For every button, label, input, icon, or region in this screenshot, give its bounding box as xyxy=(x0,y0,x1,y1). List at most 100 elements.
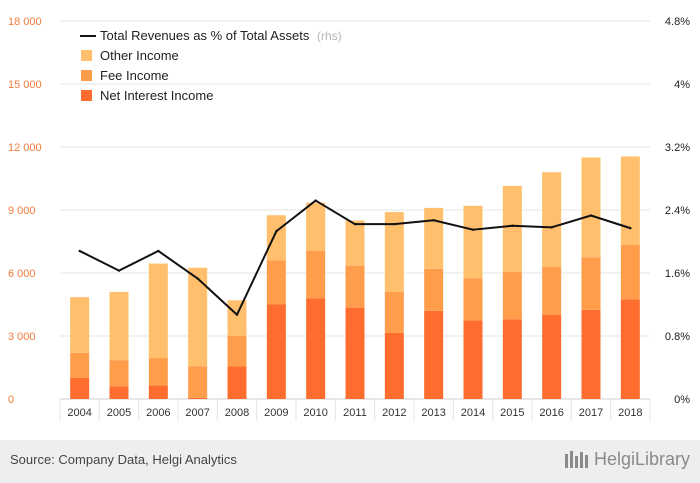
legend-label-fee-income: Fee Income xyxy=(100,68,169,83)
bar-segment-fee-income xyxy=(502,271,522,320)
revenue-ratio-point xyxy=(275,230,278,233)
y-right-tick-label: 3.2% xyxy=(665,142,690,154)
x-tick-label: 2017 xyxy=(579,407,603,419)
x-tick-label: 2010 xyxy=(303,407,327,419)
bar-segment-net-interest-income xyxy=(306,298,326,399)
legend-rhs-note: (rhs) xyxy=(317,29,342,43)
x-tick-label: 2014 xyxy=(461,407,485,419)
revenue-ratio-point xyxy=(471,228,475,231)
bar-segment-fee-income xyxy=(227,336,247,367)
y-left-tick-label: 0 xyxy=(8,394,14,406)
brand-name: HelgiLibrary xyxy=(593,448,690,469)
bar-segment-other-income xyxy=(345,220,365,266)
legend-swatch-fee-income xyxy=(81,70,92,81)
bar-segment-other-income xyxy=(188,267,208,367)
x-tick-label: 2008 xyxy=(225,407,249,419)
x-tick-label: 2015 xyxy=(500,407,524,419)
legend-swatch-net-interest-income xyxy=(81,90,92,101)
bar-segment-other-income xyxy=(581,157,601,258)
bar-segment-net-interest-income xyxy=(148,385,168,399)
y-left-tick-label: 6 000 xyxy=(8,268,36,280)
bar-segment-fee-income xyxy=(463,278,483,321)
bar-segment-fee-income xyxy=(70,352,90,378)
bar-segment-other-income xyxy=(424,207,444,269)
bar-segment-net-interest-income xyxy=(463,320,483,399)
y-right-tick-label: 0.8% xyxy=(665,331,690,343)
bar-segment-net-interest-income xyxy=(581,309,601,399)
revenue-ratio-point xyxy=(629,226,632,230)
y-left-tick-label: 18 000 xyxy=(8,16,42,28)
bar-segment-other-income xyxy=(463,205,483,279)
legend: Total Revenues as % of Total Assets (rhs… xyxy=(80,28,342,103)
revenue-ratio-point xyxy=(589,214,593,217)
x-tick-label: 2007 xyxy=(185,407,209,419)
revenue-ratio-point xyxy=(196,277,199,280)
bar-segment-fee-income xyxy=(109,360,129,387)
bar-segment-other-income xyxy=(266,215,286,261)
bar-segment-fee-income xyxy=(306,250,326,299)
footer: Source: Company Data, Helgi Analytics He… xyxy=(0,440,700,483)
legend-label-net-interest-income: Net Interest Income xyxy=(100,88,213,103)
bar-segment-other-income xyxy=(109,291,129,361)
axis-ticks: 0 0% 3 000 0.8% 6 000 1.6% 9 000 2.4% 12 000 3.2%… xyxy=(8,16,690,419)
y-left-tick-label: 12 000 xyxy=(8,142,42,154)
revenue-ratio-point xyxy=(393,222,396,226)
bar-segment-net-interest-income xyxy=(424,310,444,399)
bar-segment-fee-income xyxy=(581,257,601,310)
bar-segment-other-income xyxy=(384,212,404,292)
revenue-ratio-point xyxy=(235,313,239,316)
bar-segment-fee-income xyxy=(384,291,404,333)
revenue-ratio-point xyxy=(353,222,357,226)
bar-segment-other-income xyxy=(542,172,562,267)
legend-swatch-other-income xyxy=(81,50,92,61)
revenue-ratio-point xyxy=(157,249,160,253)
x-tick-label: 2006 xyxy=(146,407,170,419)
bar-segment-fee-income xyxy=(620,244,640,300)
x-tick-label: 2004 xyxy=(67,407,91,419)
y-right-tick-label: 1.6% xyxy=(665,268,690,280)
bar-segment-other-income xyxy=(227,300,247,336)
y-left-tick-label: 3 000 xyxy=(8,331,36,343)
bar-segment-other-income xyxy=(306,202,326,251)
bar-segment-fee-income xyxy=(424,268,444,311)
bar-segment-net-interest-income xyxy=(502,319,522,399)
revenue-ratio-point xyxy=(511,224,514,227)
legend-label-line: Total Revenues as % of Total Assets (rhs… xyxy=(100,28,342,43)
bar-segment-fee-income xyxy=(188,366,208,398)
bar-segment-net-interest-income xyxy=(266,304,286,399)
revenue-ratio-point xyxy=(550,226,553,229)
revenue-ratio-point xyxy=(314,199,317,202)
x-tick-label: 2018 xyxy=(618,407,642,419)
y-right-tick-label: 0% xyxy=(674,394,690,406)
bar-segment-fee-income xyxy=(542,266,562,315)
revenue-ratio-point xyxy=(432,219,435,222)
brand-logo[interactable]: HelgiLibrary xyxy=(564,448,690,470)
bar-segment-net-interest-income xyxy=(542,315,562,399)
y-right-tick-label: 4% xyxy=(674,79,690,91)
chart-canvas: 0 0% 3 000 0.8% 6 000 1.6% 9 000 2.4% 12 000 3.2%… xyxy=(8,16,690,421)
bar-segment-net-interest-income xyxy=(345,307,365,399)
x-tick-label: 2013 xyxy=(421,407,445,419)
x-tick-label: 2011 xyxy=(343,407,367,419)
y-right-tick-label: 2.4% xyxy=(665,205,690,217)
source-note: Source: Company Data, Helgi Analytics xyxy=(10,452,237,467)
legend-label-other-income: Other Income xyxy=(100,48,179,63)
y-left-tick-label: 9 000 xyxy=(8,205,36,217)
bar-segment-fee-income xyxy=(148,358,168,386)
x-tick-label: 2005 xyxy=(107,407,131,419)
bar-segment-net-interest-income xyxy=(188,397,208,399)
bar-segment-net-interest-income xyxy=(109,386,129,399)
bar-segment-other-income xyxy=(620,156,640,245)
x-tick-label: 2009 xyxy=(264,407,288,419)
bar-segment-fee-income xyxy=(345,265,365,308)
revenue-ratio-point xyxy=(78,249,81,253)
x-tick-label: 2016 xyxy=(539,407,563,419)
y-left-tick-label: 15 000 xyxy=(8,79,42,91)
bar-segment-other-income xyxy=(70,297,90,353)
bar-segment-net-interest-income xyxy=(620,299,640,399)
bar-segment-net-interest-income xyxy=(70,378,90,399)
library-icon xyxy=(564,451,588,468)
bar-segment-fee-income xyxy=(266,260,286,305)
legend-line-name: Total Revenues as % of Total Assets xyxy=(100,28,310,43)
